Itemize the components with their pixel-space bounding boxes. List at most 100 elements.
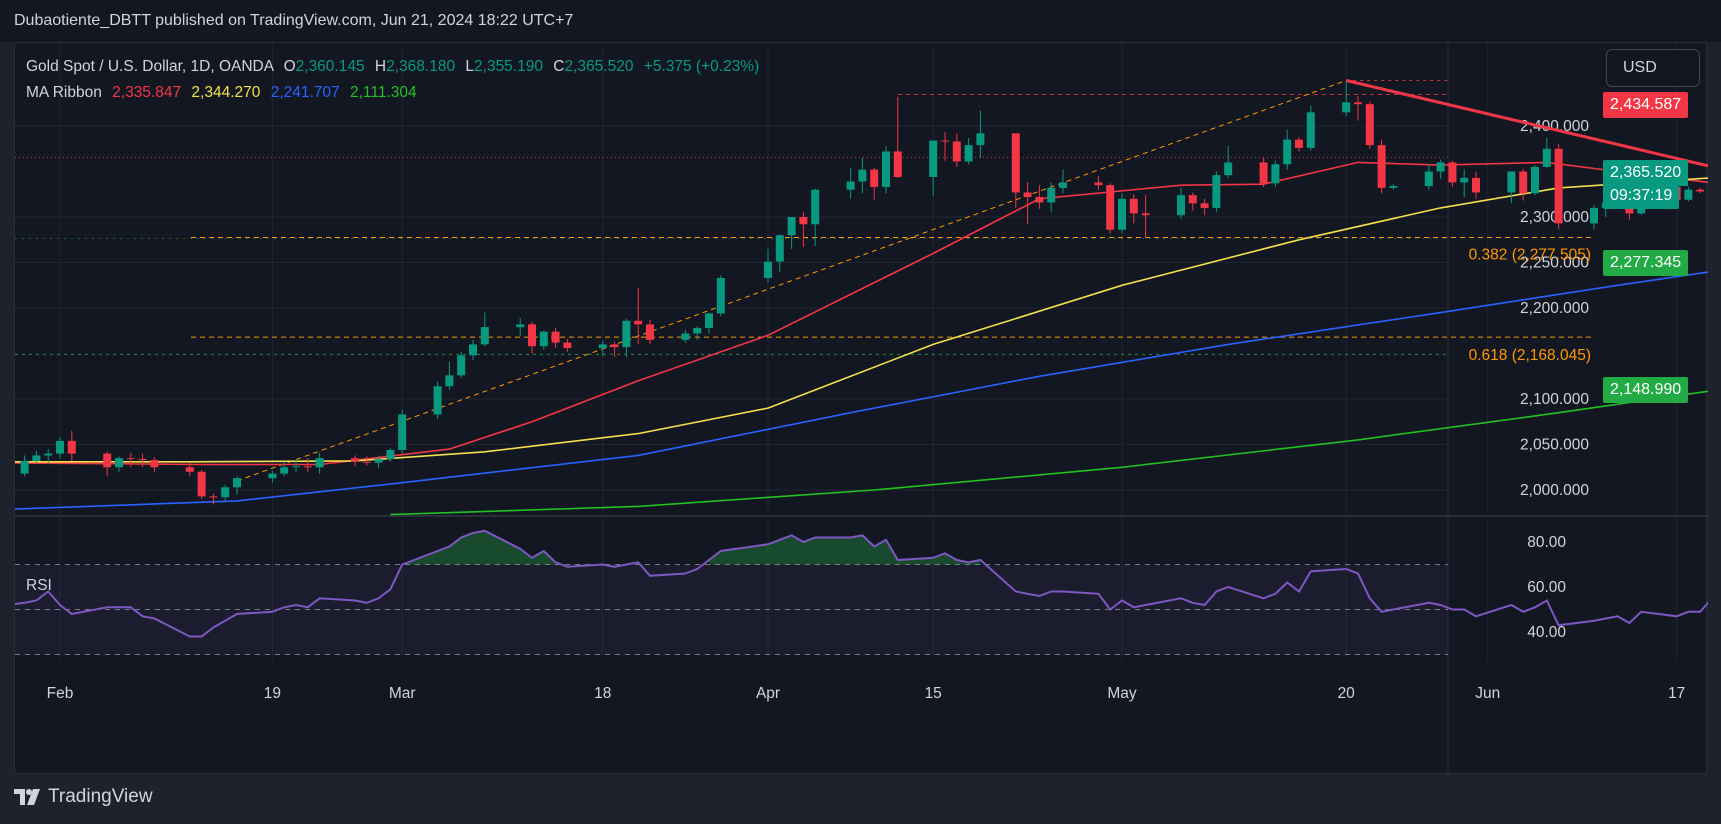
candle-body — [1472, 177, 1480, 193]
candle — [1141, 195, 1150, 238]
resistance-trend-line — [1345, 79, 1708, 168]
price-chart[interactable]: Feb19Mar18Apr15May20Jun17Jul2,400.0002,3… — [15, 43, 1708, 775]
currency-button[interactable]: USD — [1606, 49, 1700, 87]
candle — [44, 449, 53, 465]
candle — [1129, 194, 1138, 224]
candle — [1365, 101, 1374, 149]
last-price-label: 2,365.520 — [1603, 160, 1689, 186]
candle — [126, 452, 135, 468]
candle-body — [1519, 171, 1528, 194]
support-price-label: 2,277.345 — [1603, 250, 1689, 276]
candle-body — [1047, 187, 1056, 203]
y-tick-label: 2,250.000 — [1520, 255, 1589, 272]
chart-frame[interactable]: Feb19Mar18Apr15May20Jun17Jul2,400.0002,3… — [14, 42, 1708, 775]
candle-body — [952, 141, 961, 162]
candle — [1460, 169, 1469, 197]
candle — [1424, 164, 1433, 190]
candle-body — [1295, 139, 1303, 148]
candle-body — [598, 344, 607, 349]
candle — [56, 437, 64, 459]
x-tick-label: Feb — [47, 685, 74, 702]
candle-body — [539, 331, 548, 347]
candle-body — [351, 458, 359, 462]
candle-body — [1389, 186, 1398, 188]
candle-body — [610, 344, 619, 348]
candle-body — [469, 344, 477, 356]
candle — [539, 330, 548, 350]
ma-line — [15, 271, 1708, 510]
tradingview-logo-icon — [14, 789, 40, 805]
candle-body — [280, 467, 289, 474]
candle-body — [209, 496, 218, 498]
candle — [1106, 183, 1115, 234]
candle — [893, 96, 902, 178]
candle-body — [516, 324, 525, 328]
candle — [882, 146, 890, 194]
candle-body — [115, 458, 123, 468]
candle-body — [197, 471, 206, 497]
candle — [32, 450, 41, 463]
candle — [870, 167, 879, 200]
candle-body — [221, 487, 230, 498]
y-tick-label: 2,050.000 — [1520, 437, 1589, 454]
rsi-tick-label: 60.00 — [1527, 579, 1566, 596]
candle — [469, 339, 477, 360]
tradingview-logo[interactable]: TradingView — [14, 786, 153, 808]
candle-body — [1011, 133, 1020, 193]
candle-body — [563, 342, 572, 349]
candle — [929, 140, 938, 197]
symbol-name[interactable]: Gold Spot / U.S. Dollar, 1D, OANDA — [26, 58, 274, 75]
x-tick-label: 20 — [1338, 685, 1356, 702]
rsi-line — [15, 529, 1708, 638]
candle — [1283, 129, 1292, 170]
candle — [598, 340, 607, 357]
candle — [150, 457, 159, 472]
fib-0618-label: 0.618 (2,168.045) — [1469, 347, 1591, 364]
candle — [787, 217, 796, 249]
candle-body — [445, 375, 454, 387]
candle — [315, 452, 324, 474]
candle-body — [44, 453, 53, 456]
candle — [1448, 160, 1457, 187]
ma3-value: 2,241.707 — [270, 84, 340, 101]
rsi-label[interactable]: RSI — [26, 577, 52, 594]
candle-body — [693, 328, 702, 334]
ma-line — [15, 177, 1708, 463]
candle-body — [1200, 203, 1209, 208]
candle-body — [1306, 112, 1315, 148]
candle-body — [480, 327, 489, 345]
candle — [941, 132, 949, 161]
candle-body — [150, 459, 159, 468]
candle — [1011, 133, 1020, 208]
candle-body — [622, 320, 631, 348]
candle-body — [929, 140, 938, 177]
candle-body — [433, 386, 442, 415]
candle — [1177, 187, 1185, 219]
x-tick-label: 15 — [925, 685, 942, 702]
candle — [528, 321, 536, 354]
candle — [280, 461, 289, 477]
candle — [1542, 137, 1551, 168]
x-tick-label: 18 — [594, 685, 611, 702]
candle-body — [705, 313, 713, 329]
candle — [386, 448, 395, 462]
candle — [1094, 176, 1103, 190]
candle — [681, 329, 690, 343]
candle — [67, 430, 76, 461]
candle — [362, 456, 371, 466]
ma4-value: 2,111.304 — [349, 84, 417, 101]
y-tick-label: 2,400.000 — [1520, 118, 1589, 135]
candle-body — [1590, 207, 1598, 224]
candle — [1059, 169, 1067, 194]
candle — [1377, 139, 1386, 194]
candle-body — [775, 235, 784, 262]
candle-body — [1212, 175, 1221, 208]
candle-body — [185, 467, 194, 472]
candle-body — [20, 460, 29, 474]
candle — [976, 110, 985, 158]
open-value: 2,360.145 — [295, 58, 365, 75]
ma-ribbon-label[interactable]: MA Ribbon — [26, 84, 102, 101]
candle — [1023, 182, 1032, 225]
candle — [775, 234, 784, 272]
x-tick-label: May — [1107, 685, 1137, 702]
